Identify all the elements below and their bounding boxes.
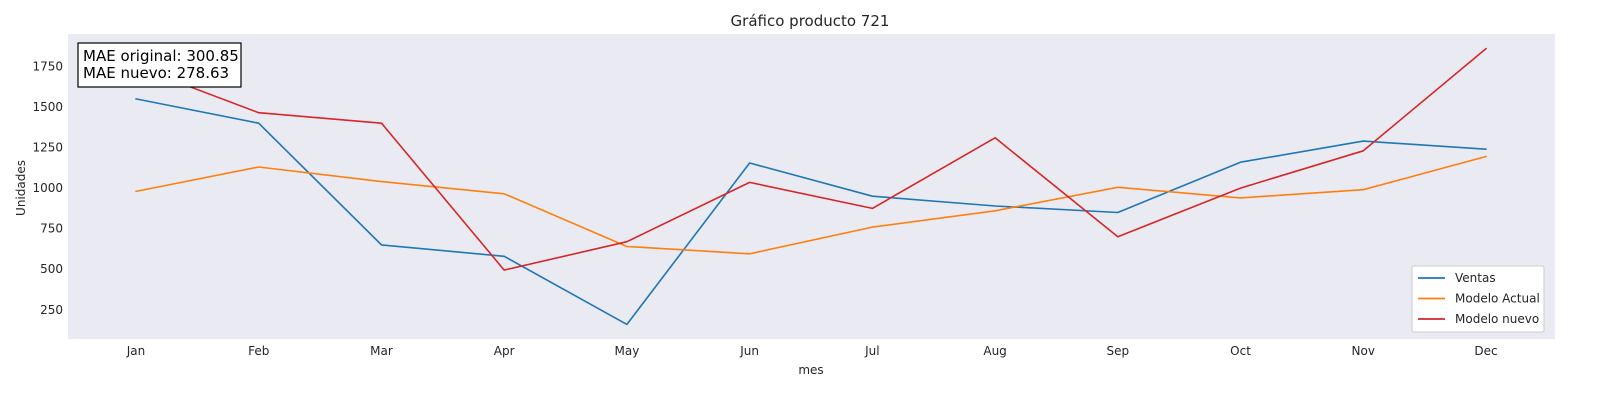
- legend-box: [1411, 265, 1545, 333]
- series-line: [135, 47, 1487, 271]
- x-tick-label: Apr: [494, 344, 515, 358]
- x-axis: Jan Feb Mar Apr May Jun Jul Aug Sep Oct Nov Dec: [126, 344, 1498, 358]
- annotation-text: MAE nuevo: 278.63: [83, 64, 229, 82]
- y-tick-label: 750: [40, 222, 63, 236]
- x-axis-label: mes: [798, 363, 823, 377]
- y-tick-label: 1750: [32, 59, 63, 73]
- legend: Ventas Modelo Actual Modelo nuevo: [1411, 265, 1545, 333]
- x-tick-label: Aug: [983, 344, 1006, 358]
- chart-title: Gráfico producto 721: [731, 12, 890, 30]
- legend-label: Ventas: [1455, 271, 1496, 285]
- y-tick-label: 1000: [32, 181, 63, 195]
- x-tick-label: Jan: [126, 344, 146, 358]
- series-layer: [135, 47, 1487, 326]
- y-tick-label: 500: [40, 262, 63, 276]
- x-tick-label: Sep: [1107, 344, 1130, 358]
- x-tick-label: Feb: [248, 344, 269, 358]
- y-tick-label: 1250: [32, 141, 63, 155]
- x-tick-label: Dec: [1474, 344, 1497, 358]
- series-line: [135, 98, 1487, 326]
- x-tick-label: Mar: [370, 344, 393, 358]
- y-axis-label: Unidades: [14, 160, 28, 216]
- y-tick-label: 250: [40, 303, 63, 317]
- plot-area: [68, 34, 1555, 339]
- x-tick-label: Jun: [739, 344, 759, 358]
- legend-label: Modelo nuevo: [1455, 312, 1539, 326]
- x-tick-label: Nov: [1352, 344, 1375, 358]
- annotation-box: [77, 42, 242, 88]
- y-axis: 250 500 750 1000 1250 1500 1750: [32, 59, 63, 316]
- x-tick-label: Jul: [864, 344, 879, 358]
- series-line: [135, 155, 1487, 255]
- x-tick-label: May: [615, 344, 640, 358]
- legend-label: Modelo Actual: [1455, 292, 1540, 306]
- y-tick-label: 1500: [32, 100, 63, 114]
- annotation-text: MAE original: 300.85: [83, 47, 239, 65]
- x-tick-label: Oct: [1230, 344, 1251, 358]
